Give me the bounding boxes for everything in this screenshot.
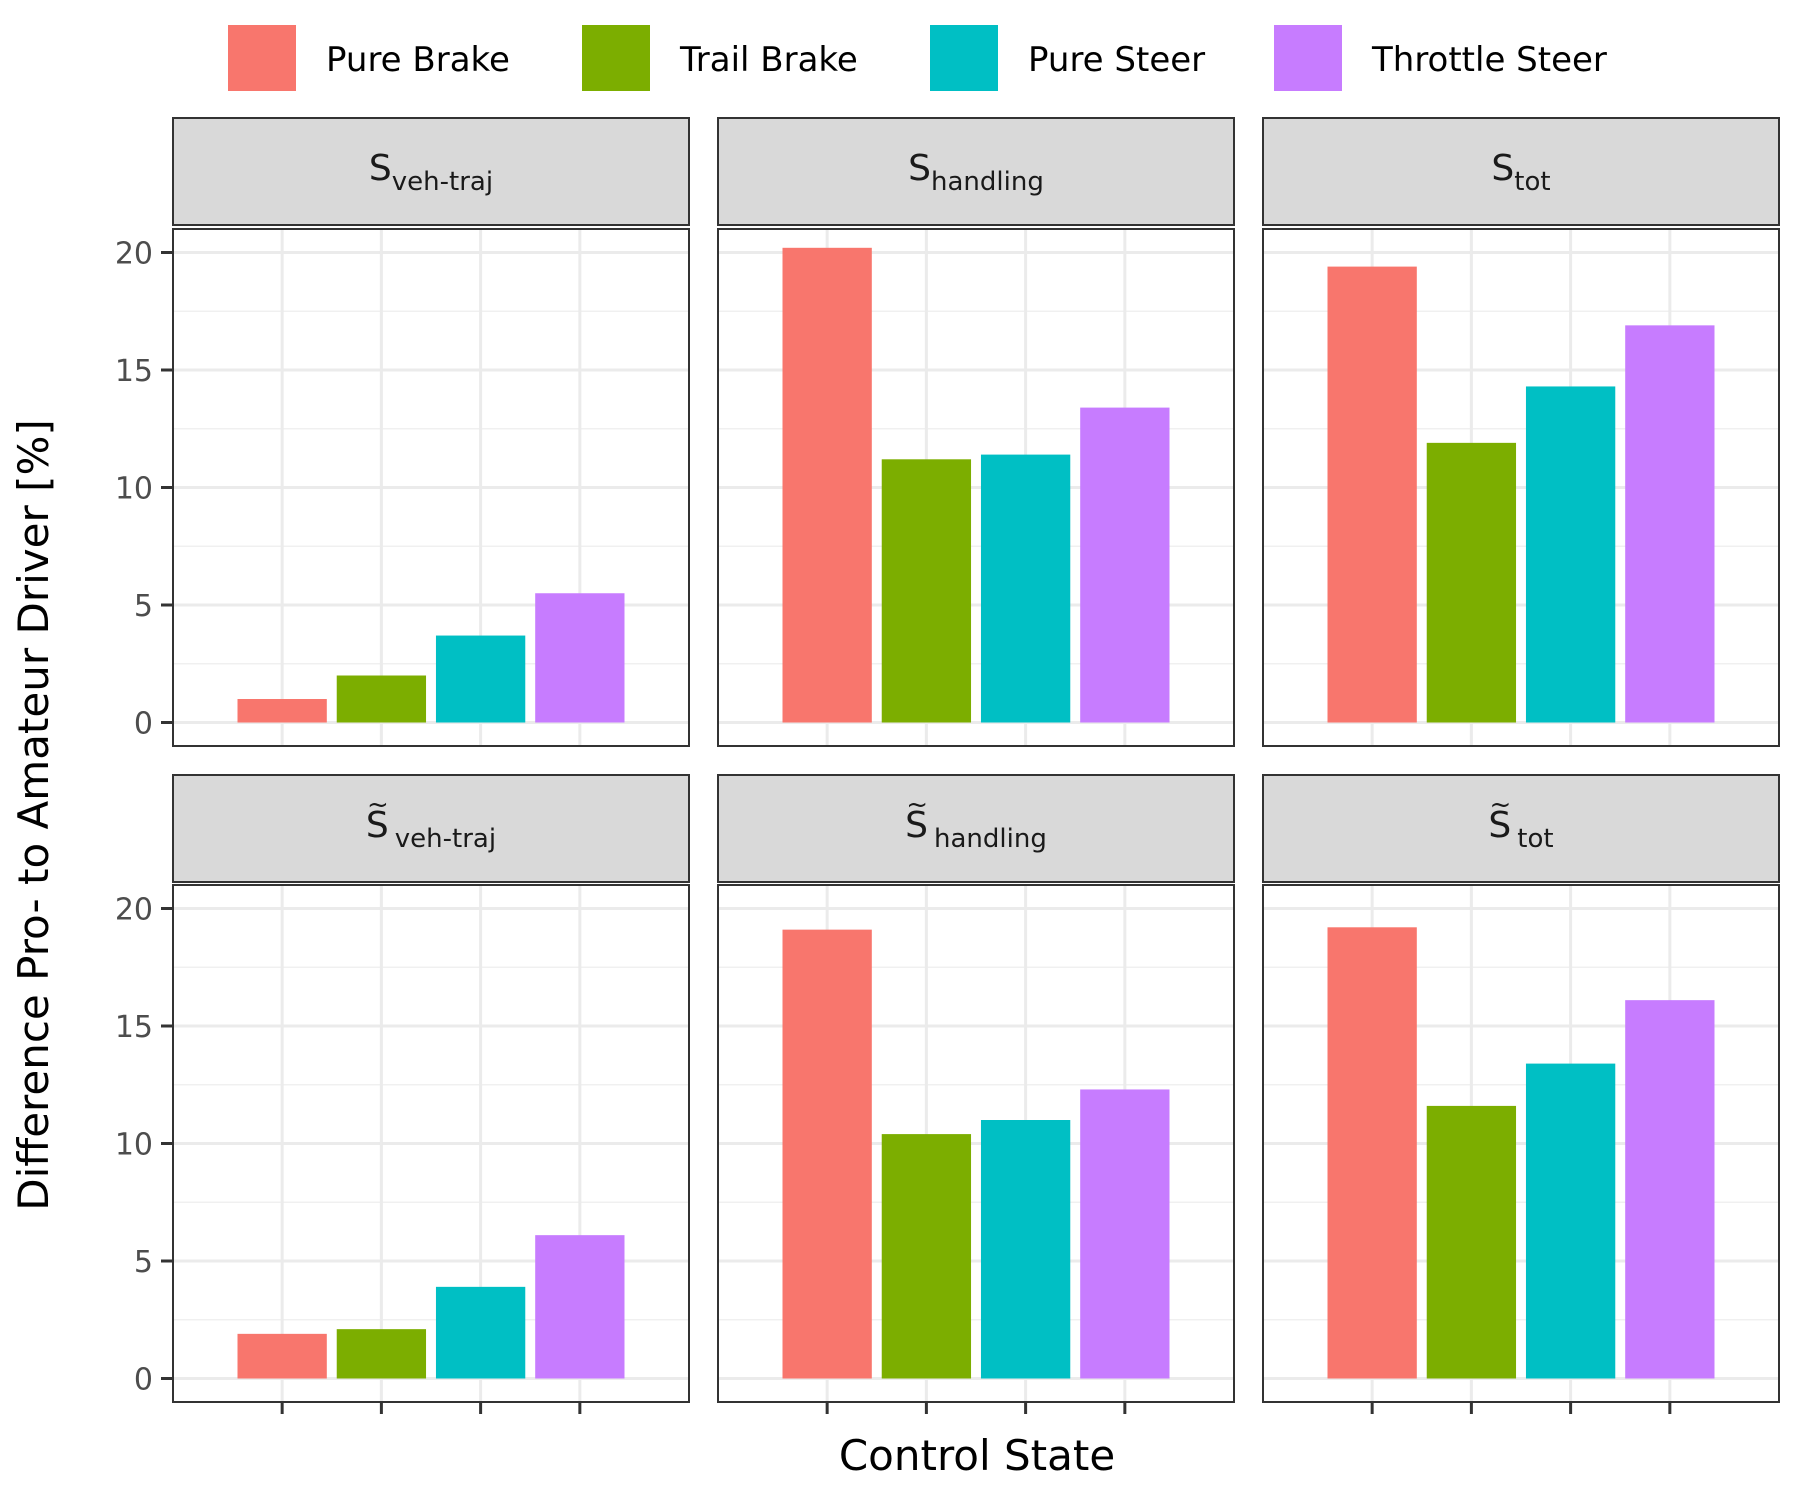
- y-tick-label: 5: [134, 589, 153, 624]
- bar-throttle-steer: [1625, 325, 1715, 723]
- x-axis-title: Control State: [839, 1431, 1115, 1480]
- facet-strip: [172, 774, 690, 883]
- bar-pure-steer: [980, 454, 1071, 723]
- bar-trail-brake: [1426, 1105, 1517, 1379]
- y-tick-label: 20: [115, 237, 153, 272]
- facet-panel: Stot: [1262, 117, 1780, 747]
- y-tick-label: 10: [115, 472, 153, 507]
- facet-panel: Sveh-traj: [172, 117, 690, 747]
- legend-swatch: [228, 25, 296, 91]
- bar-pure-brake: [1327, 266, 1417, 723]
- bar-throttle-steer: [535, 593, 625, 723]
- bar-trail-brake: [881, 1134, 972, 1379]
- legend: Pure Brake Trail Brake Pure Steer Throttle …: [228, 25, 1607, 91]
- y-tick-label: 20: [115, 893, 153, 928]
- legend-swatch: [930, 25, 998, 91]
- legend-label: Trail Brake: [679, 40, 858, 80]
- bar-trail-brake: [881, 459, 972, 723]
- panel-border: [717, 228, 1235, 747]
- legend-label: Throttle Steer: [1371, 40, 1607, 80]
- facet-strip: [1262, 774, 1780, 883]
- bar-trail-brake: [1426, 442, 1517, 723]
- y-tick-label: 15: [115, 354, 153, 389]
- legend-item: Pure Steer: [930, 25, 1205, 91]
- legend-swatch: [1274, 25, 1342, 91]
- facet-strip-label: Sveh-traj: [369, 148, 493, 197]
- facet-strip: [172, 117, 690, 226]
- y-axes: 0 5 10 15 20 0 5 10 15 20: [115, 237, 173, 1398]
- legend-label: Pure Steer: [1028, 40, 1205, 80]
- panel-border: [1262, 884, 1780, 1403]
- y-tick-label: 10: [115, 1128, 153, 1163]
- facet-strip: [717, 774, 1235, 883]
- bar-throttle-steer: [1080, 1089, 1170, 1379]
- bar-pure-steer: [435, 635, 526, 723]
- bar-trail-brake: [336, 675, 427, 723]
- tilde-accent: ~: [906, 790, 928, 820]
- legend-item: Throttle Steer: [1274, 25, 1607, 91]
- y-tick-label: 0: [134, 707, 153, 742]
- bar-pure-brake: [782, 929, 872, 1379]
- y-tick-label: 5: [134, 1245, 153, 1280]
- y-axis-title: Difference Pro- to Amateur Driver [%]: [9, 419, 58, 1211]
- bar-throttle-steer: [535, 1235, 625, 1379]
- bar-pure-steer: [980, 1120, 1071, 1379]
- bar-pure-steer: [1525, 386, 1616, 723]
- facet-strip-label: Shandling: [908, 148, 1044, 197]
- bar-throttle-steer: [1625, 1000, 1715, 1379]
- tilde-accent: ~: [367, 790, 389, 820]
- facet-panel: Shandling: [717, 117, 1235, 747]
- y-tick-label: 15: [115, 1010, 153, 1045]
- legend-label: Pure Brake: [326, 40, 510, 80]
- bar-pure-brake: [1327, 927, 1417, 1379]
- bar-throttle-steer: [1080, 407, 1170, 723]
- facet-strip-label: Stot: [1491, 148, 1550, 197]
- y-tick-label: 0: [134, 1363, 153, 1398]
- legend-item: Trail Brake: [582, 25, 858, 91]
- facet-strip: [717, 117, 1235, 226]
- bar-pure-steer: [435, 1286, 526, 1379]
- bar-pure-steer: [1525, 1063, 1616, 1379]
- tilde-accent: ~: [1490, 790, 1512, 820]
- panel-border: [717, 884, 1235, 1403]
- bar-trail-brake: [336, 1329, 427, 1379]
- legend-swatch: [582, 25, 650, 91]
- bar-pure-brake: [782, 247, 872, 723]
- facet-strip: [1262, 117, 1780, 226]
- panel-border: [1262, 228, 1780, 747]
- bar-pure-brake: [237, 1333, 327, 1379]
- bar-pure-brake: [237, 699, 327, 723]
- legend-item: Pure Brake: [228, 25, 510, 91]
